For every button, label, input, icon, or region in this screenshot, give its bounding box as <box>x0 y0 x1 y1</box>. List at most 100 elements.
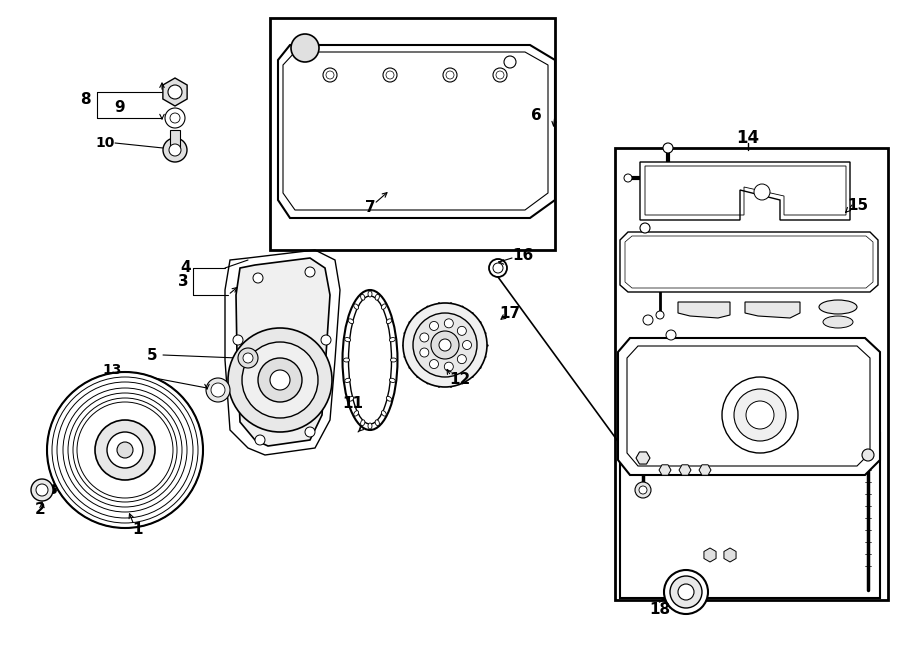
Text: 8: 8 <box>80 93 90 108</box>
Text: 18: 18 <box>650 602 670 617</box>
Circle shape <box>253 273 263 283</box>
Polygon shape <box>236 258 330 446</box>
Polygon shape <box>618 338 880 475</box>
Ellipse shape <box>361 294 365 300</box>
Text: 6: 6 <box>531 108 542 122</box>
Circle shape <box>734 389 786 441</box>
Ellipse shape <box>375 420 380 426</box>
Bar <box>270 18 555 250</box>
Circle shape <box>722 377 798 453</box>
Circle shape <box>326 71 334 79</box>
Circle shape <box>664 570 708 614</box>
Text: 15: 15 <box>848 198 868 212</box>
Circle shape <box>643 315 653 325</box>
Polygon shape <box>745 302 800 318</box>
Text: 9: 9 <box>114 100 125 116</box>
Ellipse shape <box>375 294 380 300</box>
Circle shape <box>445 362 454 371</box>
Circle shape <box>383 68 397 82</box>
Circle shape <box>419 348 428 357</box>
Text: 1: 1 <box>133 522 143 537</box>
Text: 3: 3 <box>177 274 188 290</box>
Circle shape <box>439 339 451 351</box>
Ellipse shape <box>345 378 351 383</box>
Ellipse shape <box>819 300 857 314</box>
Text: 13: 13 <box>103 363 122 377</box>
Ellipse shape <box>368 291 372 297</box>
Circle shape <box>31 479 53 501</box>
Circle shape <box>457 327 466 335</box>
Circle shape <box>635 482 651 498</box>
Circle shape <box>47 372 203 528</box>
Circle shape <box>413 313 477 377</box>
Circle shape <box>117 442 133 458</box>
Circle shape <box>169 144 181 156</box>
Circle shape <box>255 435 265 445</box>
Ellipse shape <box>382 410 386 416</box>
Ellipse shape <box>386 397 391 401</box>
Ellipse shape <box>386 319 391 324</box>
Ellipse shape <box>382 304 386 309</box>
Text: 4: 4 <box>181 260 192 276</box>
Circle shape <box>493 263 503 273</box>
Bar <box>170 130 180 148</box>
Circle shape <box>233 335 243 345</box>
Circle shape <box>305 427 315 437</box>
Ellipse shape <box>344 358 349 362</box>
Polygon shape <box>724 548 736 562</box>
Polygon shape <box>699 465 711 475</box>
Circle shape <box>165 108 185 128</box>
Polygon shape <box>636 452 650 464</box>
Circle shape <box>639 486 647 494</box>
Bar <box>620 433 880 598</box>
Circle shape <box>429 360 438 369</box>
Circle shape <box>431 331 459 359</box>
Circle shape <box>206 378 230 402</box>
Text: 2: 2 <box>34 502 45 518</box>
Circle shape <box>211 383 225 397</box>
Text: 12: 12 <box>449 373 471 387</box>
Circle shape <box>496 71 504 79</box>
Text: 16: 16 <box>512 249 534 264</box>
Circle shape <box>678 584 694 600</box>
Circle shape <box>242 342 318 418</box>
Circle shape <box>321 335 331 345</box>
Polygon shape <box>659 465 671 475</box>
Ellipse shape <box>390 338 395 342</box>
Circle shape <box>419 333 428 342</box>
Text: 7: 7 <box>364 200 375 215</box>
Text: 11: 11 <box>343 395 364 410</box>
Circle shape <box>270 370 290 390</box>
Circle shape <box>228 328 332 432</box>
Ellipse shape <box>391 358 397 362</box>
Circle shape <box>386 71 394 79</box>
Circle shape <box>323 68 337 82</box>
Circle shape <box>445 319 454 328</box>
Text: 14: 14 <box>736 129 760 147</box>
Ellipse shape <box>348 296 392 424</box>
Text: 17: 17 <box>500 305 520 321</box>
Ellipse shape <box>345 338 351 342</box>
Circle shape <box>670 576 702 608</box>
Circle shape <box>754 184 770 200</box>
Polygon shape <box>704 548 716 562</box>
Polygon shape <box>620 232 878 292</box>
Circle shape <box>656 311 664 319</box>
Polygon shape <box>163 78 187 106</box>
Circle shape <box>463 340 472 350</box>
Circle shape <box>36 484 48 496</box>
Circle shape <box>493 68 507 82</box>
Polygon shape <box>679 465 691 475</box>
Circle shape <box>243 353 253 363</box>
Circle shape <box>305 267 315 277</box>
Circle shape <box>258 358 302 402</box>
Polygon shape <box>278 45 555 218</box>
Circle shape <box>746 401 774 429</box>
Circle shape <box>403 303 487 387</box>
Circle shape <box>429 321 438 330</box>
Circle shape <box>170 113 180 123</box>
Circle shape <box>168 85 182 99</box>
Ellipse shape <box>348 397 354 401</box>
Circle shape <box>163 138 187 162</box>
Polygon shape <box>678 302 730 318</box>
